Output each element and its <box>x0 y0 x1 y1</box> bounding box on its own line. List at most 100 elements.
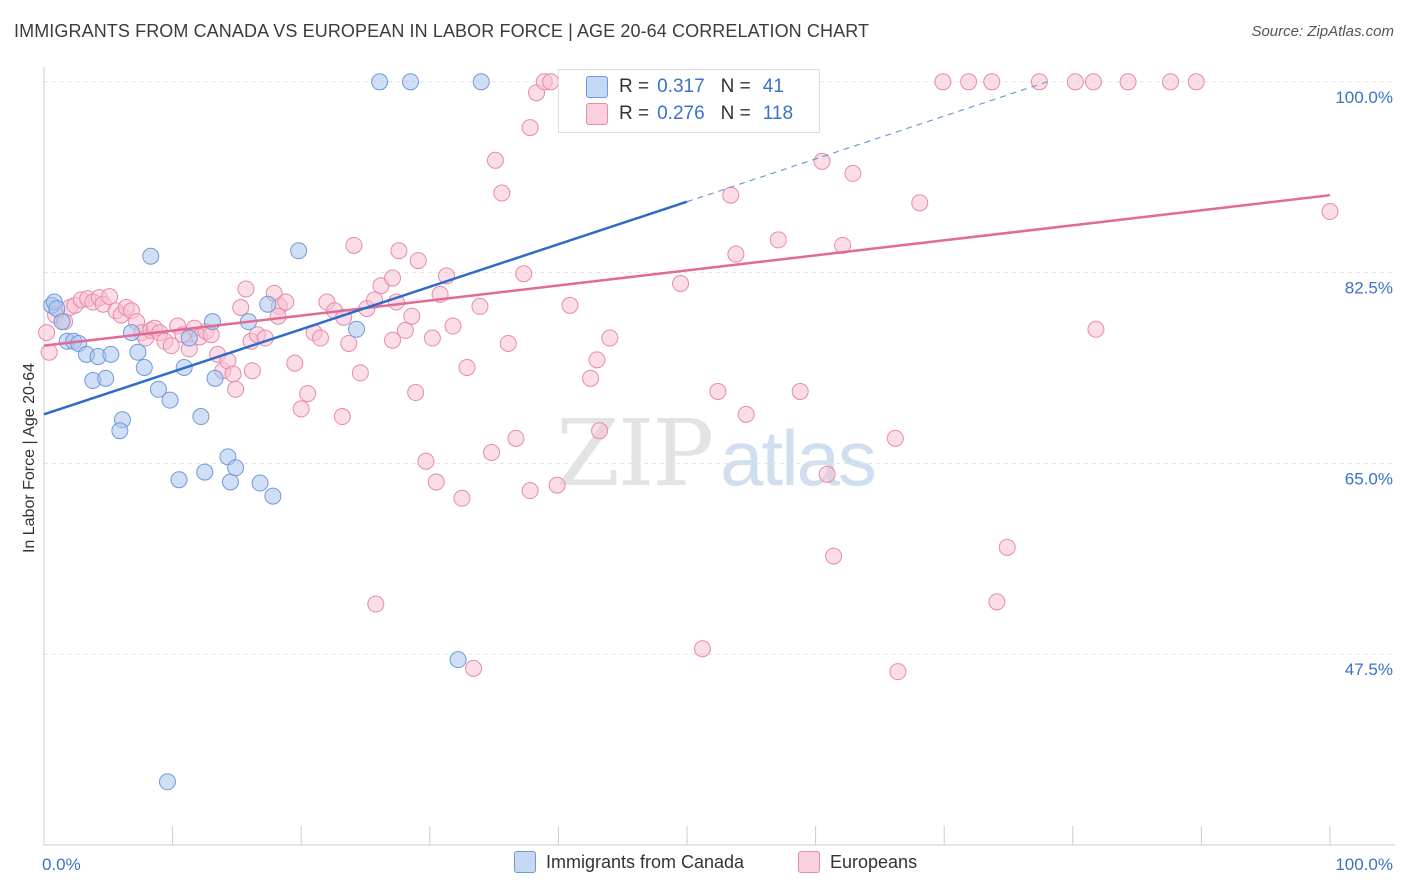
canada-point <box>129 343 147 361</box>
canada-point <box>347 320 365 338</box>
europeans-point <box>709 382 727 400</box>
canada-point <box>142 247 160 265</box>
europeans-point <box>292 400 310 418</box>
stats-legend: R = 0.317 N = 41 R = 0.276 N = 118 <box>558 69 820 133</box>
europeans-point <box>345 236 363 254</box>
europeans-point <box>453 489 471 507</box>
europeans-point <box>1321 203 1339 221</box>
europeans-point <box>591 422 609 440</box>
canada-trend-extension <box>686 81 1048 203</box>
europeans-point <box>232 298 250 316</box>
europeans-point <box>521 119 539 137</box>
europeans-point <box>542 73 560 91</box>
europeans-point <box>409 252 427 270</box>
y-tick-label: 82.5% <box>1345 279 1393 298</box>
europeans-point <box>384 331 402 349</box>
europeans-point <box>1162 73 1180 91</box>
europeans-point <box>934 73 952 91</box>
europeans-point <box>791 382 809 400</box>
canada-point <box>180 329 198 347</box>
canada-point <box>192 408 210 426</box>
europeans-point <box>722 186 740 204</box>
legend-swatch-canada <box>514 851 536 873</box>
canada-point <box>221 473 239 491</box>
canada-point <box>161 391 179 409</box>
europeans-point <box>38 324 56 342</box>
canada-point <box>196 463 214 481</box>
europeans-point <box>162 337 180 355</box>
europeans-point <box>693 640 711 658</box>
watermark-zip: ZIP <box>556 400 714 507</box>
europeans-point <box>390 242 408 260</box>
chart-title: IMMIGRANTS FROM CANADA VS EUROPEAN IN LA… <box>14 21 870 41</box>
stats-row-europeans: R = 0.276 N = 118 <box>586 101 794 127</box>
europeans-point <box>813 152 831 170</box>
canada-point <box>227 459 245 477</box>
europeans-point <box>444 317 462 335</box>
legend-item-canada[interactable]: Immigrants from Canada <box>514 851 744 873</box>
y-tick-label: 47.5% <box>1345 660 1393 679</box>
canada-point <box>251 474 269 492</box>
europeans-point <box>521 482 539 500</box>
europeans-point <box>825 547 843 565</box>
europeans-point <box>423 329 441 347</box>
legend-item-europeans[interactable]: Europeans <box>798 851 917 873</box>
europeans-point <box>737 405 755 423</box>
canada-point <box>97 369 115 387</box>
europeans-point <box>417 452 435 470</box>
stats-swatch-canada <box>586 76 608 98</box>
europeans-point <box>333 408 351 426</box>
europeans-point <box>243 362 261 380</box>
europeans-point <box>886 429 904 447</box>
europeans-point <box>396 321 414 339</box>
canada-point <box>53 313 71 331</box>
europeans-point <box>340 334 358 352</box>
europeans-point <box>427 473 445 491</box>
stats-r-label: R = <box>619 103 650 124</box>
europeans-point <box>983 73 1001 91</box>
europeans-point <box>299 385 317 403</box>
europeans-point <box>384 269 402 287</box>
europeans-point <box>672 275 690 293</box>
canada-point <box>402 73 420 91</box>
europeans-point <box>286 354 304 372</box>
europeans-point <box>465 659 483 677</box>
europeans-point <box>515 265 533 283</box>
europeans-point <box>403 307 421 325</box>
legend-swatch-europeans <box>798 851 820 873</box>
europeans-point <box>582 369 600 387</box>
europeans-point <box>561 296 579 314</box>
stats-n-value: 118 <box>762 103 794 124</box>
canada-point <box>111 422 129 440</box>
stats-n-label: N = <box>720 76 751 97</box>
europeans-point <box>1084 73 1102 91</box>
europeans-point <box>367 595 385 613</box>
stats-n-value: 41 <box>762 76 784 97</box>
europeans-point <box>911 194 929 212</box>
canada-point <box>290 242 308 260</box>
canada-point <box>259 295 277 313</box>
canada-point <box>371 73 389 91</box>
europeans-point <box>277 293 295 311</box>
europeans-point <box>237 280 255 298</box>
europeans-point <box>769 231 787 249</box>
europeans-point <box>1119 73 1137 91</box>
europeans-point <box>499 334 517 352</box>
europeans-point <box>458 358 476 376</box>
canada-point <box>149 380 167 398</box>
stats-n-label: N = <box>720 103 751 124</box>
x-tick-label-min: 0.0% <box>42 855 81 874</box>
stats-swatch-europeans <box>586 103 608 125</box>
europeans-point <box>407 384 425 402</box>
watermark-atlas: atlas <box>720 414 877 502</box>
bottom-legend: Immigrants from Canada Europeans <box>0 851 1406 879</box>
x-tick-label-max: 100.0% <box>1335 855 1393 874</box>
europeans-point <box>998 538 1016 556</box>
canada-point <box>170 471 188 489</box>
europeans-point <box>1187 73 1205 91</box>
y-tick-label: 100.0% <box>1335 88 1393 107</box>
europeans-point <box>1030 73 1048 91</box>
canada-point <box>472 73 490 91</box>
canada-point <box>102 345 120 363</box>
